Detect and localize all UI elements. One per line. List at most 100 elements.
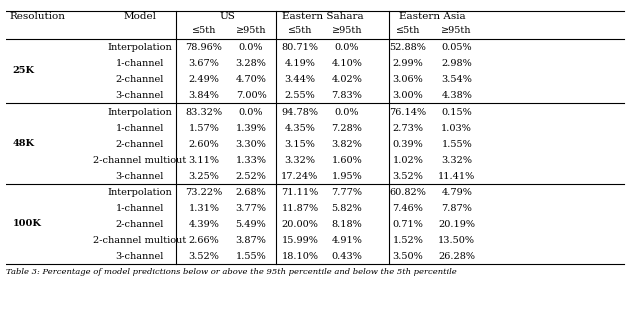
Text: 11.41%: 11.41% bbox=[438, 172, 476, 181]
Text: 3.28%: 3.28% bbox=[236, 59, 266, 68]
Text: 0.05%: 0.05% bbox=[442, 43, 472, 52]
Text: Eastern Sahara: Eastern Sahara bbox=[282, 12, 364, 21]
Text: 3.30%: 3.30% bbox=[236, 140, 266, 149]
Text: 3.32%: 3.32% bbox=[441, 156, 472, 165]
Text: 4.10%: 4.10% bbox=[332, 59, 362, 68]
Text: 0.39%: 0.39% bbox=[392, 140, 423, 149]
Text: 7.28%: 7.28% bbox=[332, 124, 362, 133]
Text: 0.43%: 0.43% bbox=[332, 252, 362, 261]
Text: 3.11%: 3.11% bbox=[188, 156, 220, 165]
Text: 1.55%: 1.55% bbox=[236, 252, 266, 261]
Text: 78.96%: 78.96% bbox=[186, 43, 223, 52]
Text: 2.49%: 2.49% bbox=[189, 75, 220, 84]
Text: 2.66%: 2.66% bbox=[189, 236, 220, 245]
Text: 3.32%: 3.32% bbox=[284, 156, 316, 165]
Text: ≥95th: ≥95th bbox=[332, 26, 362, 35]
Text: 13.50%: 13.50% bbox=[438, 236, 476, 245]
Text: 4.70%: 4.70% bbox=[236, 75, 266, 84]
Text: 1.33%: 1.33% bbox=[236, 156, 266, 165]
Text: 94.78%: 94.78% bbox=[282, 107, 319, 117]
Text: 5.82%: 5.82% bbox=[332, 204, 362, 213]
Text: 26.28%: 26.28% bbox=[438, 252, 476, 261]
Text: Table 3: Percentage of model predictions below or above the 95th percentile and : Table 3: Percentage of model predictions… bbox=[6, 268, 457, 276]
Text: 25K: 25K bbox=[13, 66, 35, 76]
Text: 3.84%: 3.84% bbox=[189, 91, 220, 100]
Text: ≤5th: ≤5th bbox=[192, 26, 216, 35]
Text: 2.55%: 2.55% bbox=[285, 91, 316, 100]
Text: 17.24%: 17.24% bbox=[282, 172, 319, 181]
Text: 7.46%: 7.46% bbox=[392, 204, 423, 213]
Text: 0.71%: 0.71% bbox=[392, 220, 423, 229]
Text: 7.77%: 7.77% bbox=[332, 188, 362, 197]
Text: 1.39%: 1.39% bbox=[236, 124, 266, 133]
Text: 3.67%: 3.67% bbox=[189, 59, 220, 68]
Text: 2-channel multiout: 2-channel multiout bbox=[93, 236, 186, 245]
Text: 1-channel: 1-channel bbox=[115, 124, 164, 133]
Text: 48K: 48K bbox=[13, 139, 35, 148]
Text: 0.15%: 0.15% bbox=[442, 107, 472, 117]
Text: 0.0%: 0.0% bbox=[239, 43, 263, 52]
Text: Resolution: Resolution bbox=[10, 12, 65, 21]
Text: 60.82%: 60.82% bbox=[389, 188, 426, 197]
Text: 18.10%: 18.10% bbox=[282, 252, 319, 261]
Text: 3.54%: 3.54% bbox=[442, 75, 472, 84]
Text: 2-channel multiout: 2-channel multiout bbox=[93, 156, 186, 165]
Text: 20.00%: 20.00% bbox=[282, 220, 318, 229]
Text: US: US bbox=[220, 12, 235, 21]
Text: 0.0%: 0.0% bbox=[335, 107, 359, 117]
Text: 7.87%: 7.87% bbox=[442, 204, 472, 213]
Text: 5.49%: 5.49% bbox=[236, 220, 266, 229]
Text: 1.31%: 1.31% bbox=[188, 204, 220, 213]
Text: 3.06%: 3.06% bbox=[392, 75, 423, 84]
Text: Interpolation: Interpolation bbox=[108, 188, 172, 197]
Text: 3.52%: 3.52% bbox=[392, 172, 423, 181]
Text: 15.99%: 15.99% bbox=[282, 236, 318, 245]
Text: 1-channel: 1-channel bbox=[115, 204, 164, 213]
Text: 2-channel: 2-channel bbox=[115, 140, 164, 149]
Text: 3.15%: 3.15% bbox=[285, 140, 316, 149]
Text: 2-channel: 2-channel bbox=[115, 75, 164, 84]
Text: 20.19%: 20.19% bbox=[438, 220, 476, 229]
Text: 3.52%: 3.52% bbox=[189, 252, 220, 261]
Text: 1.03%: 1.03% bbox=[442, 124, 472, 133]
Text: 100K: 100K bbox=[13, 219, 42, 228]
Text: 3-channel: 3-channel bbox=[115, 91, 164, 100]
Text: 1.60%: 1.60% bbox=[332, 156, 362, 165]
Text: 2.52%: 2.52% bbox=[236, 172, 266, 181]
Text: 76.14%: 76.14% bbox=[389, 107, 426, 117]
Text: 4.35%: 4.35% bbox=[285, 124, 316, 133]
Text: 4.91%: 4.91% bbox=[332, 236, 362, 245]
Text: 3.25%: 3.25% bbox=[189, 172, 220, 181]
Text: 2.73%: 2.73% bbox=[392, 124, 423, 133]
Text: 2.99%: 2.99% bbox=[392, 59, 423, 68]
Text: 11.87%: 11.87% bbox=[282, 204, 319, 213]
Text: 4.19%: 4.19% bbox=[285, 59, 316, 68]
Text: 1.57%: 1.57% bbox=[189, 124, 220, 133]
Text: 1.02%: 1.02% bbox=[392, 156, 423, 165]
Text: 7.00%: 7.00% bbox=[236, 91, 266, 100]
Text: 4.39%: 4.39% bbox=[189, 220, 220, 229]
Text: ≥95th: ≥95th bbox=[236, 26, 266, 35]
Text: 3-channel: 3-channel bbox=[115, 172, 164, 181]
Text: 3.50%: 3.50% bbox=[392, 252, 423, 261]
Text: 1-channel: 1-channel bbox=[115, 59, 164, 68]
Text: 3.87%: 3.87% bbox=[236, 236, 266, 245]
Text: 83.32%: 83.32% bbox=[186, 107, 223, 117]
Text: 4.38%: 4.38% bbox=[442, 91, 472, 100]
Text: 1.55%: 1.55% bbox=[442, 140, 472, 149]
Text: 8.18%: 8.18% bbox=[332, 220, 362, 229]
Text: 3-channel: 3-channel bbox=[115, 252, 164, 261]
Text: ≤5th: ≤5th bbox=[396, 26, 420, 35]
Text: Interpolation: Interpolation bbox=[108, 107, 172, 117]
Text: 2-channel: 2-channel bbox=[115, 220, 164, 229]
Text: 2.98%: 2.98% bbox=[442, 59, 472, 68]
Text: 3.44%: 3.44% bbox=[284, 75, 316, 84]
Text: 71.11%: 71.11% bbox=[282, 188, 319, 197]
Text: Model: Model bbox=[123, 12, 156, 21]
Text: 3.77%: 3.77% bbox=[236, 204, 266, 213]
Text: 0.0%: 0.0% bbox=[239, 107, 263, 117]
Text: 2.60%: 2.60% bbox=[189, 140, 220, 149]
Text: ≤5th: ≤5th bbox=[288, 26, 312, 35]
Text: 73.22%: 73.22% bbox=[186, 188, 223, 197]
Text: 52.88%: 52.88% bbox=[389, 43, 426, 52]
